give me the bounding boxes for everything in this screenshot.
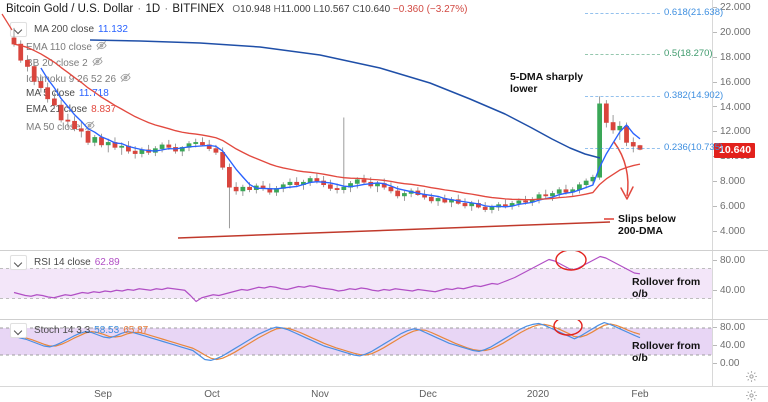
price-axis-tick: 16.000: [713, 77, 751, 88]
legend-separator-2: ·: [164, 3, 169, 15]
last-price-tag: 10.640: [714, 143, 756, 158]
time-axis[interactable]: Sep Oct Nov Dec 2020 Feb: [0, 386, 768, 402]
open-value: 10.948: [240, 4, 271, 15]
indicator-name: MA 200 close: [34, 24, 95, 35]
eye-off-icon[interactable]: [96, 40, 107, 54]
indicator-legend-ichimoku-9-26-52-26[interactable]: Ichimoku 9 26 52 26: [26, 72, 131, 86]
gear-icon[interactable]: [745, 389, 758, 402]
price-plot-area[interactable]: [0, 0, 712, 250]
fib-level-line: [585, 54, 660, 56]
price-axis-tick: 14.000: [713, 102, 751, 113]
rsi-legend-value: 62.89: [94, 257, 120, 268]
symbol-legend[interactable]: Bitcoin Gold / U.S. Dollar · 1D · BITFIN…: [6, 3, 467, 15]
indicator-value: 11.718: [78, 88, 109, 99]
indicator-name: Ichimoku 9 26 52 26: [26, 73, 117, 85]
time-axis-tick: Sep: [94, 389, 112, 400]
indicator-value: 11.132: [98, 24, 128, 35]
stoch-legend-k-value: 58.53: [94, 325, 120, 336]
stoch-axis[interactable]: 80.00 40.00 0.00: [712, 320, 768, 386]
price-axis-tick: 22.000: [713, 2, 751, 13]
time-axis-tick: Nov: [311, 389, 329, 400]
stoch-axis-tick: 0.00: [713, 358, 739, 369]
fib-level-label: 0.236(10.735): [664, 142, 724, 154]
close-value: 10.640: [359, 4, 391, 15]
chevron-down-icon[interactable]: [10, 255, 27, 270]
fib-level-label: 0.5(18.270): [664, 48, 713, 60]
indicator-legend-ma-5-close[interactable]: MA 5 close 11.718: [26, 88, 109, 99]
open-label: O: [232, 4, 241, 15]
fib-level-label: 0.382(14.902): [664, 90, 724, 102]
price-axis-tick: 18.000: [713, 52, 751, 63]
high-value: 11.000: [280, 4, 311, 15]
time-axis-tick: Dec: [419, 389, 437, 400]
indicator-name: MA 50 close: [26, 121, 81, 133]
annotation-5dma: 5-DMA sharply lower: [510, 71, 584, 95]
legend-separator-1: ·: [137, 3, 142, 15]
indicator-legend-ema-21-close[interactable]: EMA 21 close 8.837: [26, 104, 116, 115]
price-axis-tick: 6.000: [713, 201, 745, 212]
symbol-exchange[interactable]: BITFINEX: [172, 3, 225, 15]
annotation-rsi-rollover: Rollover from o/b: [632, 276, 701, 300]
low-label: L: [313, 4, 319, 15]
indicator-legend-bb-20-close-2[interactable]: BB 20 close 2: [26, 56, 103, 70]
symbol-name[interactable]: Bitcoin Gold / U.S. Dollar: [6, 3, 134, 15]
indicator-legend-ema-110-close[interactable]: EMA 110 close: [26, 40, 107, 54]
stoch-axis-tick: 80.00: [713, 322, 745, 333]
rsi-axis[interactable]: 80.00 40.00: [712, 251, 768, 319]
eye-off-icon[interactable]: [92, 56, 103, 70]
high-label: H: [273, 4, 281, 15]
ohlc-values: O10.948 H11.000 L10.567 C10.640 −0.360 (…: [232, 4, 467, 15]
indicator-value: 8.837: [91, 104, 117, 115]
time-axis-tick: Feb: [631, 389, 649, 400]
stoch-legend[interactable]: Stoch 14 3 3 58.53 65.87: [10, 323, 148, 338]
fib-level-line: [585, 148, 660, 150]
annotation-stoch-rollover: Rollover from o/b: [632, 340, 701, 364]
symbol-interval[interactable]: 1D: [145, 3, 161, 15]
rsi-axis-tick: 40.00: [713, 285, 745, 296]
fib-level-line: [585, 96, 660, 98]
time-axis-tick: 2020: [526, 389, 550, 400]
stoch-legend-name: Stoch 14 3 3: [34, 325, 91, 336]
stoch-axis-tick: 40.00: [713, 340, 745, 351]
indicator-name: EMA 110 close: [26, 41, 92, 53]
low-value: 10.567: [318, 4, 350, 15]
stoch-pane: 80.00 40.00 0.00 Stoch 14 3 3 58.53 65.87 …: [0, 320, 768, 386]
gear-icon[interactable]: [745, 370, 758, 383]
fib-level-label: 0.618(21.638): [664, 6, 724, 18]
change-percent: (−3.27%): [426, 4, 468, 15]
eye-off-icon[interactable]: [120, 72, 131, 86]
annotation-slips-below-200dma: Slips below 200-DMA: [618, 213, 676, 237]
change-value: −0.360: [392, 4, 424, 15]
price-axis-tick: 8.000: [713, 176, 745, 187]
indicator-name: BB 20 close 2: [26, 57, 88, 69]
price-axis-tick: 12.000: [713, 126, 751, 137]
stoch-plot-area[interactable]: [0, 320, 712, 386]
rsi-legend[interactable]: RSI 14 close 62.89: [10, 255, 120, 270]
price-axis-tick: 20.000: [713, 27, 751, 38]
time-axis-tick: Oct: [204, 389, 220, 400]
close-label: C: [352, 4, 360, 15]
rsi-plot-area[interactable]: [0, 251, 712, 319]
rsi-axis-tick: 80.00: [713, 255, 745, 266]
pane-divider-1[interactable]: [0, 250, 768, 251]
indicator-name: EMA 21 close: [26, 104, 88, 115]
price-pane: 22.00020.00018.00016.00014.00012.00010.0…: [0, 0, 768, 250]
pane-divider-2[interactable]: [0, 319, 768, 320]
indicator-name: MA 5 close: [26, 88, 75, 99]
price-axis[interactable]: 22.00020.00018.00016.00014.00012.00010.0…: [712, 0, 768, 250]
price-axis-tick: 4.000: [713, 226, 745, 237]
rsi-pane: 80.00 40.00 RSI 14 close 62.89 Rollover f…: [0, 251, 768, 319]
rsi-legend-name: RSI 14 close: [34, 257, 91, 268]
fib-level-line: [585, 12, 660, 14]
chevron-down-icon[interactable]: [10, 323, 27, 338]
stoch-legend-d-value: 65.87: [123, 325, 149, 336]
